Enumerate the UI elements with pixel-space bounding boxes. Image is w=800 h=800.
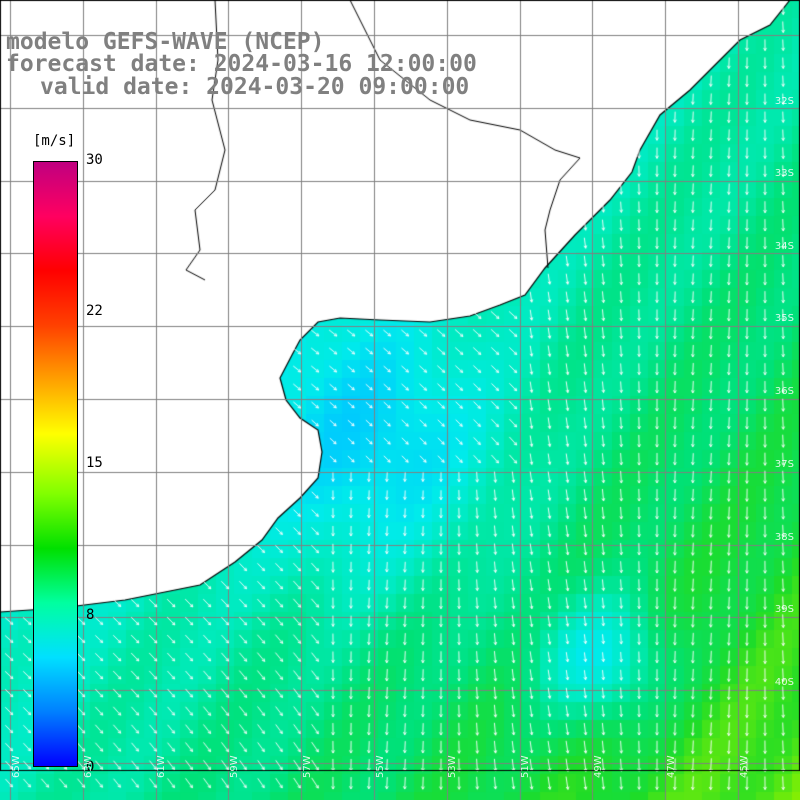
lat-label: 39S — [774, 604, 794, 615]
lon-label: 61W — [156, 755, 167, 778]
lon-label: 65W — [11, 755, 22, 778]
lon-label: 47W — [666, 755, 677, 778]
colorbar-unit: [m/s] — [33, 133, 76, 149]
colorbar-tick-15: 15 — [86, 455, 103, 471]
lat-label: 32S — [774, 96, 794, 107]
lon-label: 49W — [593, 755, 604, 778]
colorbar-tick-30: 30 — [86, 152, 103, 168]
lon-label: 53W — [447, 755, 458, 778]
lon-label: 57W — [302, 755, 313, 778]
lat-label: 34S — [774, 241, 794, 252]
forecast-date: forecast date: 2024-03-16 12:00:00 — [6, 51, 477, 77]
lat-label: 36S — [774, 386, 794, 397]
lon-label: 63W — [83, 755, 94, 778]
lon-label: 51W — [520, 755, 531, 778]
lon-label: 45W — [739, 755, 750, 778]
lat-label: 33S — [774, 168, 794, 179]
colorbar-tick-22: 22 — [86, 303, 103, 319]
lon-label: 59W — [229, 755, 240, 778]
lat-label: 35S — [774, 313, 794, 324]
lat-label: 38S — [774, 532, 794, 543]
lat-label: 37S — [774, 459, 794, 470]
valid-date: valid date: 2024-03-20 09:00:00 — [40, 74, 470, 100]
colorbar-tick-8: 8 — [86, 607, 95, 623]
lat-label: 40S — [774, 677, 794, 688]
lon-label: 55W — [375, 755, 386, 778]
colorbar — [33, 161, 78, 767]
colorbar-tick-0: 0 — [86, 759, 95, 775]
model-title: modelo GEFS-WAVE (NCEP) — [6, 29, 325, 55]
